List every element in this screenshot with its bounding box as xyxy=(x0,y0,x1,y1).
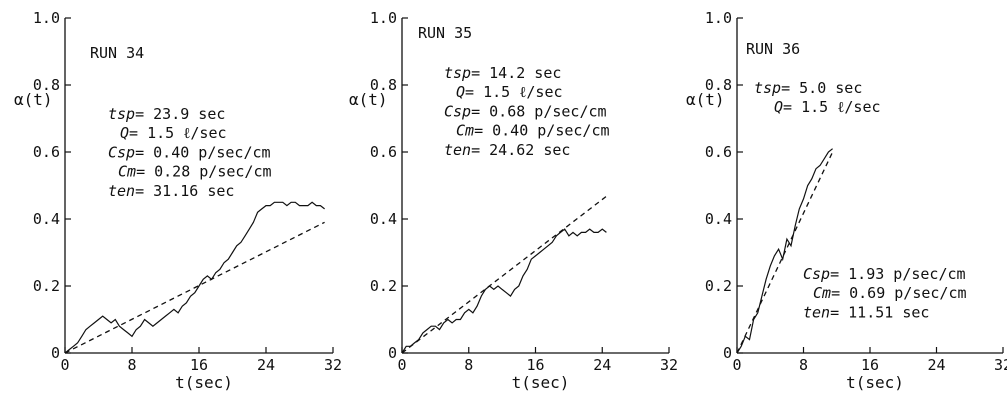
y-tick-label: 1.0 xyxy=(705,9,732,27)
run-label: RUN 35 xyxy=(418,24,472,42)
y-tick-label: 0.4 xyxy=(370,210,397,228)
y-tick-label: 0.8 xyxy=(33,76,60,94)
param-csp-name: Csp xyxy=(444,102,471,120)
x-axis-title: t(sec) xyxy=(846,373,904,392)
param-q-value: = 1.5 ℓ/sec xyxy=(129,124,227,142)
param-q: Q= 1.5 ℓ/sec xyxy=(774,98,881,116)
param-cm-value: = 0.28 p/sec/cm xyxy=(136,163,271,181)
x-tick-label: 16 xyxy=(526,356,544,374)
y-tick-label: 0.6 xyxy=(705,143,732,161)
y-tick-label: 0.8 xyxy=(705,76,732,94)
x-tick-label: 24 xyxy=(927,356,945,374)
y-tick-label: 0 xyxy=(723,344,732,362)
y-tick-label: 0.2 xyxy=(705,277,732,295)
chart-panel-3: 0 8 16 24 32 0 0.2 0.4 0.6 0.8 1.0 t(sec) α(t) RUN 36… xyxy=(686,9,1007,392)
param-tsp: tsp= 23.9 sec xyxy=(108,105,225,123)
param-lower-cm-value: = 0.69 p/sec/cm xyxy=(831,284,966,302)
param-tsp: tsp= 14.2 sec xyxy=(444,64,561,82)
y-tick-label: 0.8 xyxy=(370,76,397,94)
param-q-name: Q xyxy=(120,124,129,142)
param-q: Q= 1.5 ℓ/sec xyxy=(456,83,563,101)
y-axis-title: α(t) xyxy=(686,90,725,109)
param-ten: ten= 31.16 sec xyxy=(108,182,234,200)
x-tick-label: 24 xyxy=(593,356,611,374)
x-tick-label: 0 xyxy=(60,356,69,374)
param-tsp-name: tsp xyxy=(108,105,135,123)
x-axis-title: t(sec) xyxy=(175,373,233,392)
x-tick-label: 16 xyxy=(861,356,879,374)
param-tsp-value: = 14.2 sec xyxy=(471,64,561,82)
param-q-value: = 1.5 ℓ/sec xyxy=(783,98,881,116)
param-lower-csp: Csp= 1.93 p/sec/cm xyxy=(803,265,966,283)
param-q-name: Q xyxy=(774,98,783,116)
param-csp-value: = 0.68 p/sec/cm xyxy=(471,102,606,120)
param-cm: Cm= 0.28 p/sec/cm xyxy=(118,163,272,181)
param-lower-csp-value: = 1.93 p/sec/cm xyxy=(830,265,965,283)
param-csp: Csp= 0.40 p/sec/cm xyxy=(108,143,271,161)
x-tick-label: 32 xyxy=(994,356,1007,374)
param-tsp-value: = 23.9 sec xyxy=(135,105,225,123)
param-q-name: Q xyxy=(456,83,465,101)
x-tick-label: 32 xyxy=(324,356,342,374)
param-lower-ten-name: ten xyxy=(803,303,830,321)
y-tick-label: 0 xyxy=(51,344,60,362)
param-lower-ten: ten= 11.51 sec xyxy=(803,303,929,321)
fitted-dashed-line xyxy=(736,151,834,354)
y-axis-title: α(t) xyxy=(14,90,53,109)
y-tick-label: 0.4 xyxy=(705,210,732,228)
chart-panel-2: 0 8 16 24 32 0 0.2 0.4 0.6 0.8 1.0 t(sec) α(t) RUN 35… xyxy=(349,9,678,392)
run-label: RUN 36 xyxy=(746,40,800,58)
param-cm-name: Cm xyxy=(118,163,136,181)
param-lower-cm: Cm= 0.69 p/sec/cm xyxy=(813,284,967,302)
param-tsp-name: tsp xyxy=(444,64,471,82)
measured-solid-line xyxy=(401,228,607,354)
y-tick-label: 1.0 xyxy=(370,9,397,27)
param-cm: Cm= 0.40 p/sec/cm xyxy=(456,122,610,140)
y-tick-label: 0.2 xyxy=(33,277,60,295)
param-tsp-name: tsp xyxy=(754,79,781,97)
param-lower-ten-value: = 11.51 sec xyxy=(830,303,929,321)
y-tick-label: 0 xyxy=(388,344,397,362)
param-cm-name: Cm xyxy=(456,122,474,140)
x-tick-label: 8 xyxy=(127,356,136,374)
y-tick-label: 0.6 xyxy=(370,143,397,161)
x-tick-label: 16 xyxy=(190,356,208,374)
y-tick-label: 0.4 xyxy=(33,210,60,228)
param-cm-value: = 0.40 p/sec/cm xyxy=(474,122,609,140)
param-csp-value: = 0.40 p/sec/cm xyxy=(135,143,270,161)
param-tsp-value: = 5.0 sec xyxy=(781,79,862,97)
param-ten-value: = 31.16 sec xyxy=(135,182,234,200)
y-tick-label: 0.2 xyxy=(370,277,397,295)
fitted-dashed-line xyxy=(64,221,325,354)
y-tick-label: 0.6 xyxy=(33,143,60,161)
chart-panel-1: 0 8 16 24 32 0 0.2 0.4 0.6 0.8 1.0 t(sec) α(t) RUN 34… xyxy=(14,9,342,392)
param-lower-cm-name: Cm xyxy=(813,284,831,302)
x-tick-label: 32 xyxy=(660,356,678,374)
y-tick-label: 1.0 xyxy=(33,9,60,27)
param-lower-csp-name: Csp xyxy=(803,265,830,283)
fitted-dashed-line xyxy=(401,195,608,354)
param-ten-name: ten xyxy=(108,182,135,200)
run-label: RUN 34 xyxy=(90,44,144,62)
param-csp: Csp= 0.68 p/sec/cm xyxy=(444,102,607,120)
x-tick-label: 0 xyxy=(397,356,406,374)
measured-solid-line xyxy=(736,148,833,354)
x-axis-title: t(sec) xyxy=(512,373,570,392)
x-tick-label: 0 xyxy=(732,356,741,374)
y-axis-title: α(t) xyxy=(349,90,388,109)
param-tsp: tsp= 5.0 sec xyxy=(754,79,862,97)
param-ten-value: = 24.62 sec xyxy=(471,141,570,159)
x-tick-label: 24 xyxy=(257,356,275,374)
param-q-value: = 1.5 ℓ/sec xyxy=(465,83,563,101)
param-ten: ten= 24.62 sec xyxy=(444,141,570,159)
x-tick-label: 8 xyxy=(799,356,808,374)
measured-solid-line xyxy=(64,201,325,354)
param-q: Q= 1.5 ℓ/sec xyxy=(120,124,227,142)
param-ten-name: ten xyxy=(444,141,471,159)
param-csp-name: Csp xyxy=(108,143,135,161)
x-tick-label: 8 xyxy=(464,356,473,374)
